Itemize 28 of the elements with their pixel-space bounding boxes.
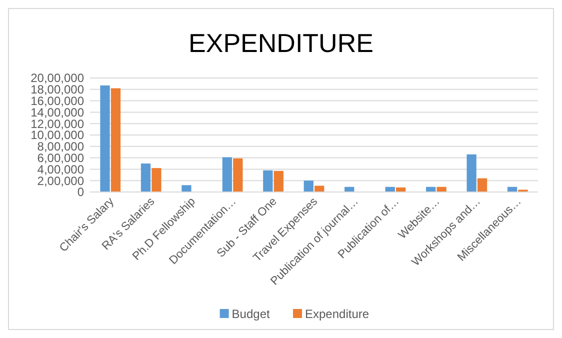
bar [100,85,110,192]
y-tick-label: 4,00,000 [37,162,84,176]
y-tick-label: 14,00,000 [30,105,84,120]
chart-title: EXPENDITURE [188,28,374,58]
y-tick-label: 16,00,000 [30,94,84,108]
y-tick-label: 10,00,000 [30,128,84,142]
bar [304,180,314,192]
legend-label: Budget [232,307,270,321]
y-tick-label: 6,00,000 [37,151,84,165]
y-tick-label: 20,00,000 [30,71,84,86]
bar [436,186,446,192]
bar [110,88,121,192]
y-tick-label: 0 [77,185,84,200]
bar [182,185,192,192]
bar [152,168,162,192]
bar [140,164,151,192]
y-tick-label: 2,00,000 [37,174,84,188]
bar [477,178,488,192]
bar [222,157,232,192]
bar [274,170,284,192]
bar [466,154,476,192]
y-tick-label: 8,00,000 [37,140,84,154]
bar [263,170,273,192]
bar [233,158,243,192]
y-tick-label: 18,00,000 [30,82,84,97]
bar [314,186,324,192]
y-tick-label: 12,00,000 [30,116,84,131]
legend-label: Expenditure [305,307,370,321]
